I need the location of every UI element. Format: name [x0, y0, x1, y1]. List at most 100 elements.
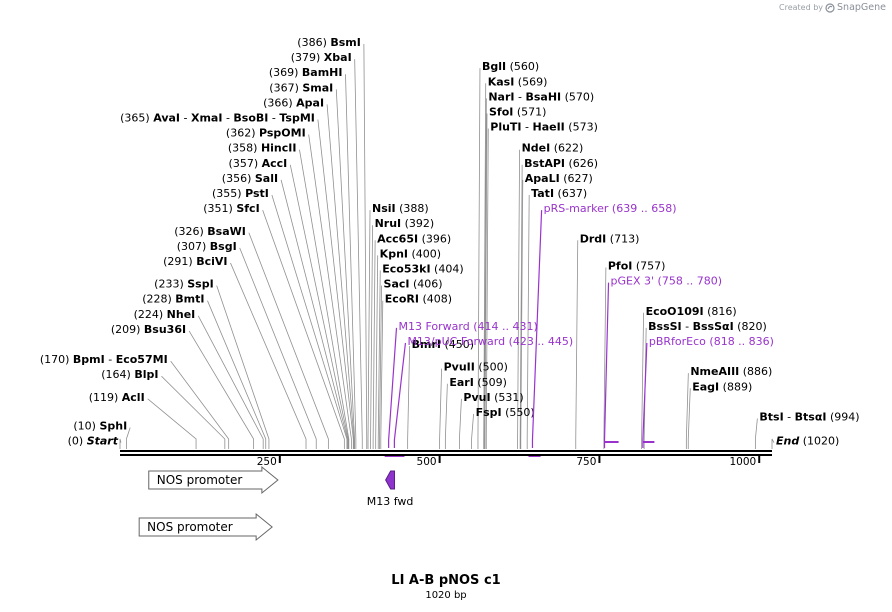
- leader-bstapi: [519, 164, 523, 449]
- site-label-bmri[interactable]: BmrI (450): [412, 338, 474, 351]
- site-label-bsssi[interactable]: BssSI - BssSαI (820): [648, 320, 767, 333]
- site-label-eari[interactable]: EarI (509): [449, 376, 507, 389]
- leader-eco0109i: [641, 312, 644, 449]
- leader-sali: [280, 179, 348, 449]
- site-label-avai[interactable]: (365) AvaI - XmaI - BsoBI - TspMI: [120, 112, 315, 125]
- map-length: 1020 bp: [425, 590, 467, 601]
- feature-arrow-nos-promoter-1[interactable]: [148, 465, 279, 495]
- site-label-bstapi[interactable]: BstAPI (626): [524, 157, 598, 170]
- leader-eco53ki: [377, 270, 381, 449]
- leader-bsawi: [248, 232, 329, 449]
- tick-label-1000: 1000: [729, 456, 756, 468]
- leader-tati: [526, 194, 530, 449]
- tick-label-500: 500: [417, 456, 437, 468]
- site-label-ndei[interactable]: NdeI (622): [522, 142, 584, 155]
- site-label-end[interactable]: End (1020): [776, 435, 839, 448]
- leader-nhei: [197, 315, 264, 449]
- feature-arrow-nos-promoter-2[interactable]: [138, 512, 273, 542]
- site-label-apali[interactable]: ApaLI (627): [525, 172, 593, 185]
- leader-nmeaiii: [685, 373, 689, 449]
- site-label-fspi[interactable]: FspI (550): [476, 406, 535, 419]
- site-label-sfoi[interactable]: SfoI (571): [489, 105, 546, 118]
- site-label-acli[interactable]: (119) AclI: [89, 391, 145, 404]
- site-label-drdi[interactable]: DrdI (713): [580, 232, 640, 245]
- primer-label-m13puc[interactable]: M13/pUC Forward (423 .. 445): [407, 335, 573, 348]
- site-label-kpni[interactable]: KpnI (400): [380, 247, 441, 260]
- site-label-kasi[interactable]: KasI (569): [488, 75, 548, 88]
- site-label-blpi[interactable]: (164) BlpI: [101, 368, 158, 381]
- primer-label-pgex3[interactable]: pGEX 3' (758 .. 780): [611, 275, 723, 288]
- primer-leader-prs-marker: [531, 210, 543, 448]
- feature-label-nos-promoter-2: NOS promoter: [147, 520, 233, 534]
- primer-label-pbrforeco[interactable]: pBRforEco (818 .. 836): [649, 335, 774, 348]
- site-label-bsawi[interactable]: (326) BsaWI: [174, 225, 246, 238]
- site-label-bsu36i[interactable]: (209) Bsu36I: [111, 323, 186, 336]
- site-label-psp[interactable]: (362) PspOMI: [226, 127, 306, 140]
- leader-bmri: [407, 345, 411, 449]
- leader-smai: [335, 89, 355, 449]
- site-label-psti[interactable]: (355) PstI: [212, 187, 269, 200]
- site-label-acci[interactable]: (357) AccI: [229, 157, 288, 170]
- leader-end: [771, 438, 775, 449]
- leader-bmti: [207, 300, 267, 449]
- site-label-nmeaiii[interactable]: NmeAIII (886): [690, 365, 772, 378]
- site-label-bsmi[interactable]: (386) BsmI: [297, 36, 361, 49]
- leader-blpi: [161, 375, 226, 449]
- site-label-eagi[interactable]: EagI (889): [692, 380, 752, 393]
- site-label-bgli[interactable]: BglI (560): [482, 60, 539, 73]
- site-label-sspi[interactable]: (233) SspI: [154, 278, 214, 291]
- leader-bsgi: [239, 247, 317, 449]
- primer-label-m13fwd[interactable]: M13 Forward (414 .. 431): [399, 320, 538, 333]
- leader-apai: [326, 104, 355, 449]
- site-label-apai[interactable]: (366) ApaI: [263, 96, 324, 109]
- site-label-nhei[interactable]: (224) NheI: [134, 308, 196, 321]
- site-label-bsgi[interactable]: (307) BsgI: [177, 240, 237, 253]
- site-label-smai[interactable]: (367) SmaI: [269, 81, 333, 94]
- leader-sspi: [216, 285, 270, 449]
- leader-kpni: [375, 255, 379, 449]
- leader-bpmi: [170, 360, 230, 449]
- site-label-sfci[interactable]: (351) SfcI: [203, 202, 259, 215]
- site-label-nrui[interactable]: NruI (392): [375, 217, 435, 230]
- leader-hincii: [299, 149, 350, 449]
- leader-btsi: [754, 418, 758, 449]
- leader-xbai: [354, 59, 363, 449]
- site-label-sphi[interactable]: (10) SphI: [73, 420, 127, 433]
- site-label-bmti[interactable]: (228) BmtI: [142, 293, 204, 306]
- site-label-btsi[interactable]: BtsI - BtsαI (994): [759, 410, 859, 423]
- site-label-xbai[interactable]: (379) XbaI: [291, 51, 352, 64]
- site-label-pluti[interactable]: PluTI - HaeII (573): [490, 121, 598, 134]
- leader-lines: [119, 43, 775, 449]
- site-label-bpmi[interactable]: (170) BpmI - Eco57MI: [40, 353, 168, 366]
- leader-eari: [444, 383, 448, 449]
- leader-acc65i: [372, 240, 376, 449]
- site-label-pvui[interactable]: PvuI (531): [463, 391, 523, 404]
- primer-leader-pgex3: [603, 282, 610, 448]
- leader-ecori: [380, 300, 384, 449]
- site-label-pvuii[interactable]: PvuII (500): [444, 361, 508, 374]
- feature-arrow-m13-fwd[interactable]: [385, 470, 396, 490]
- primer-leader-m13fwd: [388, 327, 398, 448]
- site-label-tati[interactable]: TatI (637): [531, 187, 587, 200]
- primer-leader-pbrforeco: [642, 342, 648, 448]
- site-label-sali[interactable]: (356) SalI: [222, 172, 278, 185]
- site-label-saci[interactable]: SacI (406): [384, 278, 443, 291]
- site-label-start[interactable]: (0) Start: [68, 435, 119, 448]
- site-label-bamhi[interactable]: (369) BamHI: [269, 66, 343, 79]
- site-label-acc65i[interactable]: Acc65I (396): [377, 232, 451, 245]
- leader-bamhi: [345, 74, 357, 449]
- site-label-nari[interactable]: NarI - BsaHI (570): [488, 90, 594, 103]
- leader-sfoi: [484, 113, 488, 449]
- site-label-hincii[interactable]: (358) HincII: [228, 142, 297, 155]
- site-label-pfoi[interactable]: PfoI (757): [608, 259, 666, 272]
- site-label-nsii[interactable]: NsiI (388): [372, 202, 429, 215]
- site-label-ecori[interactable]: EcoRI (408): [385, 293, 452, 306]
- leader-nrui: [370, 225, 373, 449]
- site-label-eco53ki[interactable]: Eco53kI (404): [382, 263, 463, 276]
- primer-label-prs-marker[interactable]: pRS-marker (639 .. 658): [544, 202, 677, 215]
- snapgene-logo-icon: [825, 2, 835, 13]
- site-label-eco0109i[interactable]: EcoO109I (816): [646, 305, 737, 318]
- leader-bgli: [477, 68, 481, 449]
- leader-acli: [147, 398, 197, 449]
- site-label-bcivi[interactable]: (291) BciVI: [163, 255, 227, 268]
